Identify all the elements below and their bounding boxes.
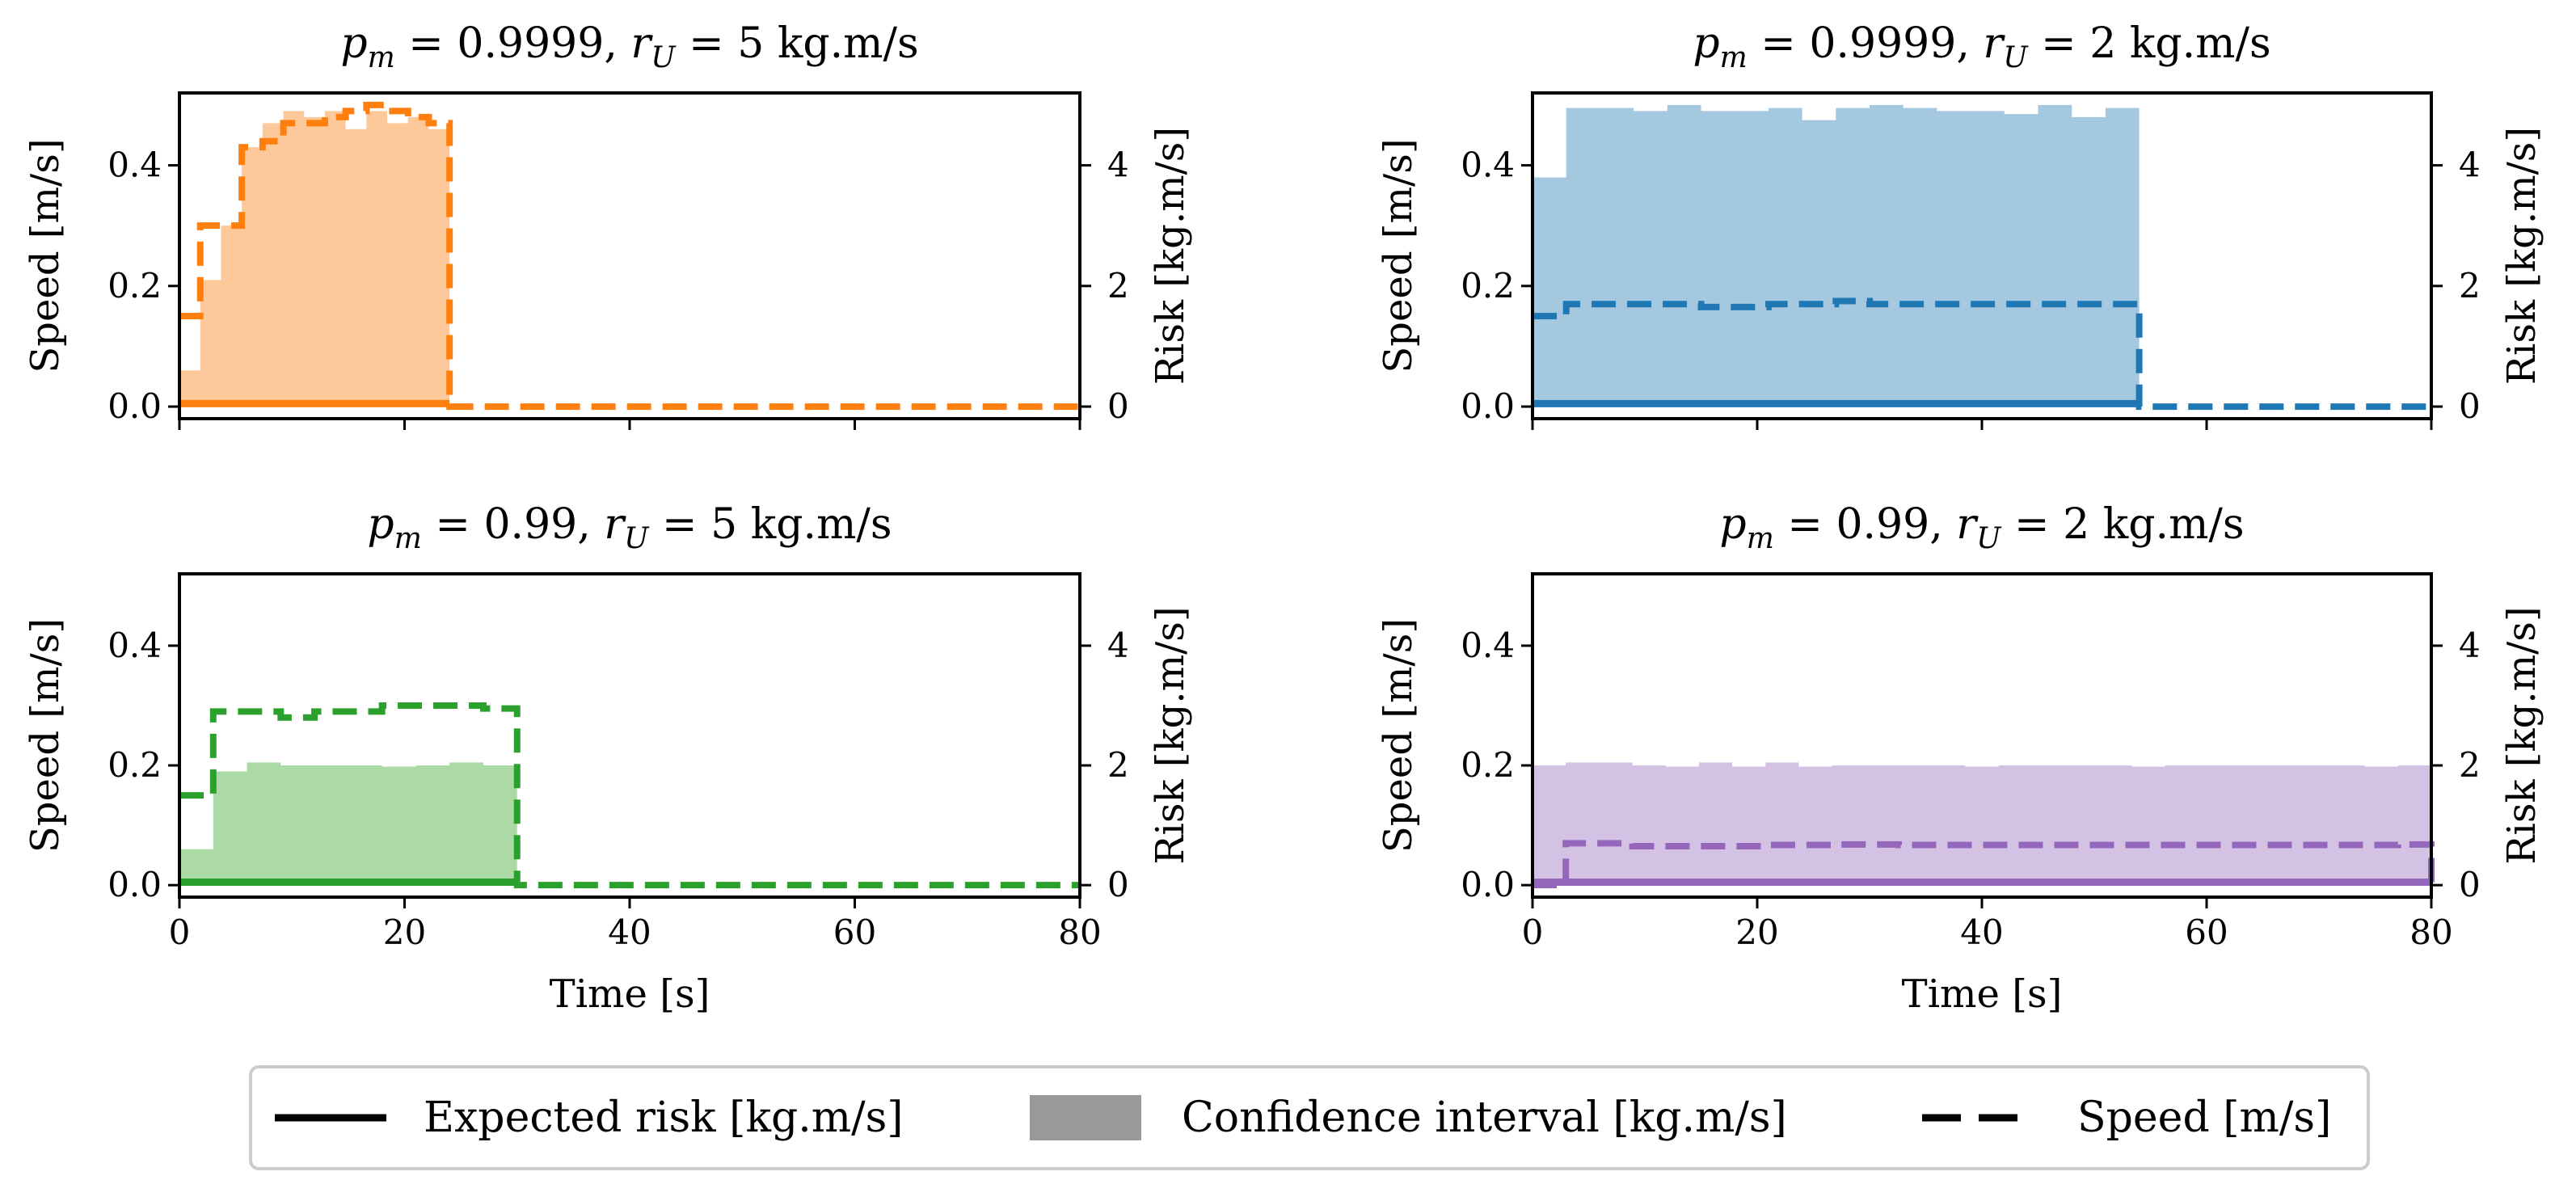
y-tick-label: 0.0 [108,386,162,426]
y-axis-label: Speed [m/s] [1376,138,1421,373]
legend-confidence-label: Confidence interval [kg.m/s] [1182,1094,1787,1142]
speed-line [179,101,1080,411]
y-tick-label: 0.2 [1461,745,1515,785]
x-tick-label: 60 [833,912,876,952]
y-right-tick-label: 4 [2459,145,2481,185]
confidence-interval-area [179,111,450,407]
legend-expected-risk-label: Expected risk [kg.m/s] [424,1094,904,1142]
y-axis-label: Speed [m/s] [23,138,68,373]
confidence-interval-area [1533,104,2140,407]
y-right-axis-label: Risk [kg.m/s] [2499,606,2544,864]
y-tick-label: 0.2 [108,745,162,785]
y-right-tick-label: 4 [2459,626,2481,665]
y-tick-label: 0.2 [1461,266,1515,306]
y-right-axis-label: Risk [kg.m/s] [1148,127,1193,385]
x-tick-label: 20 [1735,912,1778,952]
y-tick-label: 0.4 [1461,626,1515,665]
speed-line [1533,297,2431,411]
y-right-tick-label: 0 [2459,386,2481,426]
confidence-interval-area [1533,762,2431,886]
legend-box [249,1065,2370,1170]
y-right-tick-label: 2 [2459,745,2481,785]
x-tick-label: 80 [1058,912,1101,952]
y-right-axis-label: Risk [kg.m/s] [2499,127,2544,385]
legend: Expected risk [kg.m/s] Confidence interva… [249,1065,2370,1170]
y-right-tick-label: 0 [1107,386,1129,426]
y-axis-label: Speed [m/s] [1376,618,1421,853]
chart-panel-1: 0.0 0.2 0.4 0 2 4 Speed [m/s] Risk [kg.m/s] pm =… [23,19,1193,430]
chart-panel-3: 0 20 40 60 80 0.0 0.2 0.4 0 2 4 Speed [m/s] Risk [kg… [23,500,1193,1017]
y-right-tick-label: 0 [2459,865,2481,904]
chart-panel-2: 0.0 0.2 0.4 0 2 4 Speed [m/s] Risk [kg.m/s] pm =… [1376,19,2544,430]
x-tick-label: 80 [2409,912,2452,952]
y-axis-label: Speed [m/s] [23,618,68,853]
legend-speed-label: Speed [m/s] [2077,1094,2331,1142]
y-right-tick-label: 2 [1107,266,1129,306]
x-tick-label: 20 [383,912,426,952]
chart-title: pm = 0.99, rU = 5 kg.m/s [367,500,892,555]
legend-confidence-swatch [1030,1095,1141,1140]
y-right-tick-label: 2 [1107,745,1129,785]
y-right-tick-label: 4 [1107,626,1129,665]
x-tick-label: 0 [1522,912,1544,952]
x-tick-label: 40 [1960,912,2003,952]
y-right-axis-label: Risk [kg.m/s] [1148,606,1193,864]
chart-title: pm = 0.9999, rU = 2 kg.m/s [1693,19,2270,74]
x-axis-label: Time [s] [1902,971,2063,1017]
speed-line [1533,840,2435,889]
y-tick-label: 0.4 [1461,145,1515,185]
x-tick-label: 60 [2185,912,2228,952]
y-tick-label: 0.4 [108,145,162,185]
y-tick-label: 0.4 [108,626,162,665]
y-tick-label: 0.2 [108,266,162,306]
y-right-tick-label: 0 [1107,865,1129,904]
y-right-tick-label: 4 [1107,145,1129,185]
x-axis-label: Time [s] [550,971,710,1017]
chart-title: pm = 0.9999, rU = 5 kg.m/s [340,19,918,74]
y-right-tick-label: 2 [2459,266,2481,306]
y-tick-label: 0.0 [108,865,162,904]
x-tick-label: 40 [608,912,651,952]
x-tick-label: 0 [169,912,191,952]
y-tick-label: 0.0 [1461,386,1515,426]
speed-line [179,702,1080,889]
chart-title: pm = 0.99, rU = 2 kg.m/s [1719,500,2244,555]
y-tick-label: 0.0 [1461,865,1515,904]
confidence-interval-area [179,762,517,886]
chart-panel-4: 0 20 40 60 80 0.0 0.2 0.4 0 2 4 Speed [m/s] Risk [kg… [1376,500,2544,1017]
